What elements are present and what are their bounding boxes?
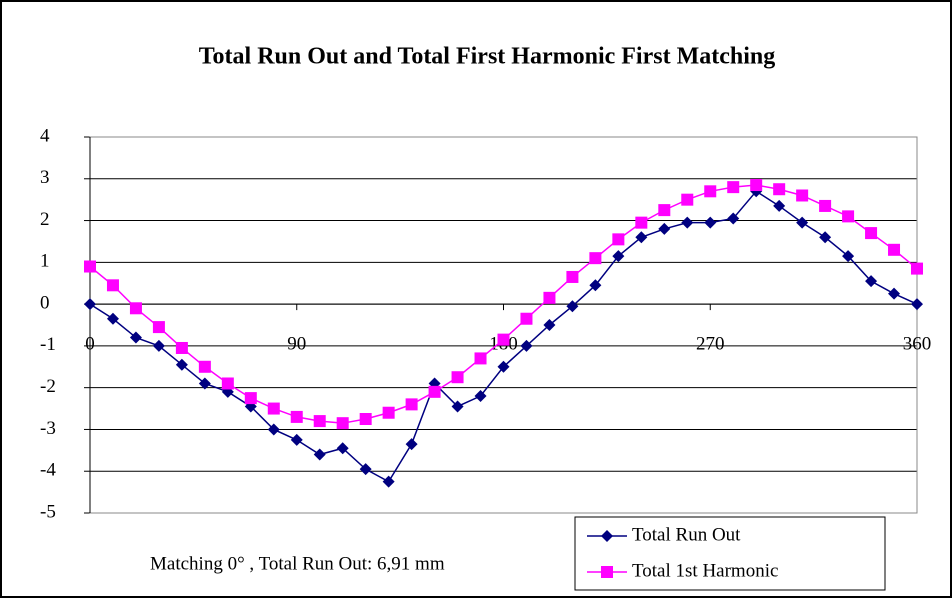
point [635,216,648,229]
y-tick-label: -5 [40,501,56,522]
point [635,231,648,244]
point [106,312,119,325]
point [566,270,579,283]
point [888,243,901,256]
point [428,385,441,398]
legend-marker [601,566,613,578]
point [175,358,188,371]
point [589,252,602,265]
y-tick-label: -4 [40,460,56,481]
point [842,250,855,263]
point [106,279,119,292]
point [911,298,923,311]
point [865,227,878,240]
point [842,210,855,223]
point [658,222,671,235]
legend-box [574,516,886,591]
legend-marker [601,530,613,542]
point [244,392,257,405]
point [84,260,96,273]
point [543,291,556,304]
point [198,377,211,390]
point [911,262,923,275]
point [405,398,418,411]
point [152,321,165,334]
annotation: Matching 0° , Total Run Out: 6,91 mm [150,553,445,574]
point [290,433,303,446]
point [543,319,556,331]
point [750,179,763,192]
point [819,231,832,244]
point [612,250,625,263]
legend-label: Total 1st Harmonic [632,560,778,581]
point [865,275,878,288]
point [704,216,717,229]
y-tick-label: -1 [40,334,56,355]
point [290,410,303,423]
point [704,185,717,198]
point [474,352,487,365]
point [267,402,280,415]
point [198,360,211,373]
point [84,298,96,311]
x-tick-label: 90 [287,333,306,354]
point [796,189,809,202]
point [520,339,533,352]
point [796,216,809,229]
point [497,360,510,373]
y-tick-label: 0 [40,292,50,313]
legend-label: Total Run Out [632,524,741,545]
point [267,423,280,436]
point [612,233,625,246]
point [520,312,533,325]
point [451,400,464,413]
point [497,333,510,346]
point [313,415,326,428]
point [221,377,234,390]
point [382,475,395,488]
point [888,287,901,300]
y-tick-label: 1 [40,251,50,272]
x-tick-label: 0 [85,333,95,354]
point [727,212,740,225]
point [336,417,349,430]
point [566,300,579,313]
point [152,339,165,352]
point [451,371,464,384]
point [359,463,372,476]
y-tick-label: 2 [40,209,50,230]
point [681,193,694,206]
point [727,181,740,194]
point [819,199,832,212]
x-tick-label: 360 [903,333,932,354]
point [336,442,349,455]
point [589,279,602,292]
point [773,183,786,196]
chart-title: Total Run Out and Total First Harmonic F… [199,44,776,70]
point [129,302,142,315]
y-tick-label: -3 [40,418,56,439]
point [681,216,694,229]
x-tick-label: 270 [696,333,725,354]
y-tick-label: 4 [40,125,50,146]
point [359,413,372,425]
point [129,331,142,344]
point [175,341,188,354]
point [658,204,671,217]
point [474,390,487,403]
y-tick-label: -2 [40,376,56,397]
y-tick-label: 3 [40,167,50,188]
point [773,199,786,212]
point [382,406,395,419]
point [313,448,326,461]
point [405,438,418,451]
